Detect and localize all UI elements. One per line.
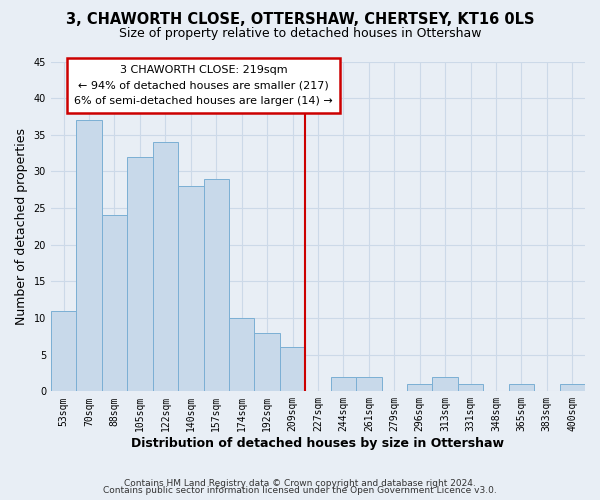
X-axis label: Distribution of detached houses by size in Ottershaw: Distribution of detached houses by size … — [131, 437, 505, 450]
Text: 3 CHAWORTH CLOSE: 219sqm
← 94% of detached houses are smaller (217)
6% of semi-d: 3 CHAWORTH CLOSE: 219sqm ← 94% of detach… — [74, 65, 333, 106]
Bar — [51, 310, 76, 392]
Bar — [356, 376, 382, 392]
Y-axis label: Number of detached properties: Number of detached properties — [15, 128, 28, 325]
Bar — [152, 142, 178, 392]
Text: Contains HM Land Registry data © Crown copyright and database right 2024.: Contains HM Land Registry data © Crown c… — [124, 478, 476, 488]
Bar — [509, 384, 534, 392]
Bar — [254, 332, 280, 392]
Bar — [407, 384, 433, 392]
Text: Size of property relative to detached houses in Ottershaw: Size of property relative to detached ho… — [119, 28, 481, 40]
Bar — [178, 186, 203, 392]
Bar — [229, 318, 254, 392]
Bar — [76, 120, 102, 392]
Bar — [458, 384, 483, 392]
Bar — [127, 157, 152, 392]
Bar — [560, 384, 585, 392]
Text: Contains public sector information licensed under the Open Government Licence v3: Contains public sector information licen… — [103, 486, 497, 495]
Bar — [203, 179, 229, 392]
Bar — [102, 216, 127, 392]
Bar — [331, 376, 356, 392]
Bar — [433, 376, 458, 392]
Text: 3, CHAWORTH CLOSE, OTTERSHAW, CHERTSEY, KT16 0LS: 3, CHAWORTH CLOSE, OTTERSHAW, CHERTSEY, … — [66, 12, 534, 28]
Bar — [280, 348, 305, 392]
